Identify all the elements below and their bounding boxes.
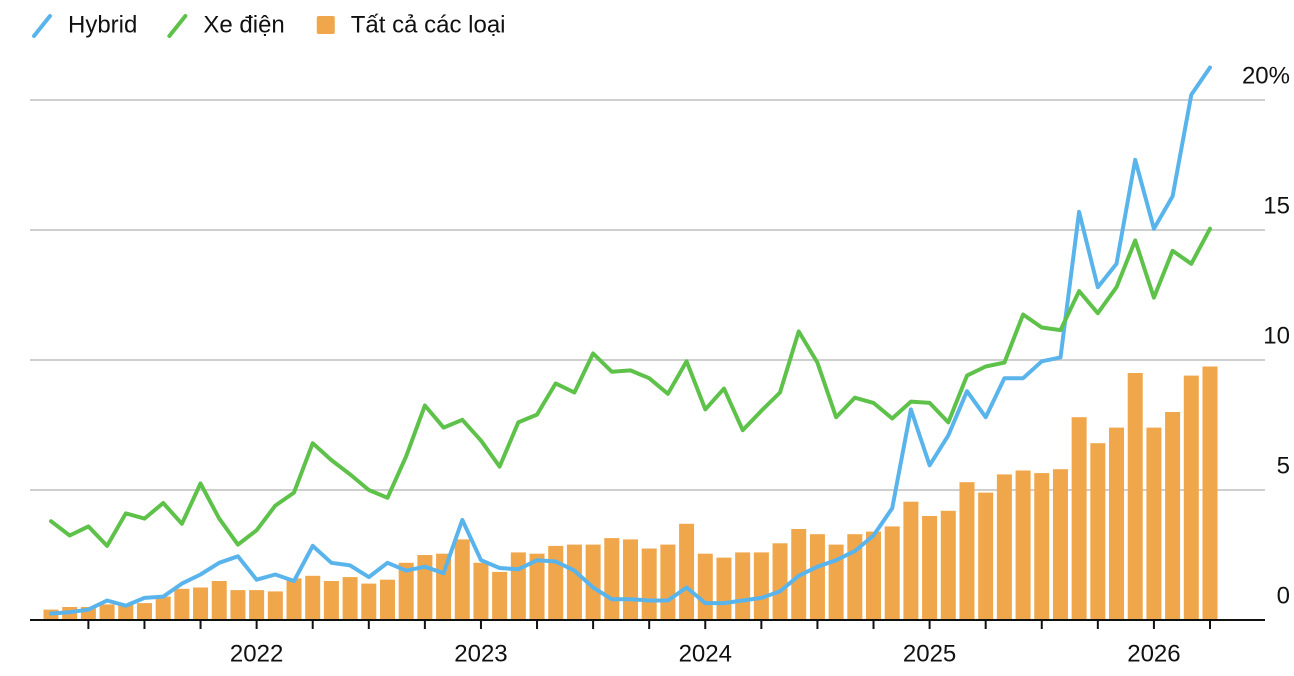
legend-label: Tất cả các loại [351, 11, 506, 38]
bar [267, 591, 283, 620]
bar [454, 539, 470, 620]
bar [286, 578, 302, 620]
bar [230, 590, 246, 620]
x-tick-label: 2022 [230, 640, 283, 667]
bar [473, 562, 489, 620]
bar [342, 577, 358, 620]
bar [753, 552, 769, 620]
bar [959, 482, 975, 620]
bar-series [43, 366, 1218, 620]
bar [922, 516, 938, 620]
legend-swatch [167, 14, 188, 38]
bar [604, 538, 620, 620]
legend-swatch [316, 16, 335, 34]
y-axis: 0 5 10 15 20% [30, 62, 1290, 609]
bar [118, 604, 134, 620]
y-tick-label: 5 [1277, 452, 1290, 479]
bar [510, 552, 526, 620]
x-tick-label: 2024 [679, 640, 732, 667]
bar [529, 553, 545, 620]
bar [772, 543, 788, 620]
bar [417, 555, 433, 620]
bar [1071, 417, 1087, 620]
bar [548, 545, 564, 620]
bar [884, 526, 900, 620]
bar [585, 544, 601, 620]
bar [1015, 470, 1031, 620]
bar [809, 534, 825, 620]
y-tick-label: 20% [1242, 62, 1290, 89]
bar [735, 552, 751, 620]
bar [1183, 375, 1199, 620]
bar [361, 583, 377, 620]
bar [940, 510, 956, 620]
bar [155, 596, 171, 620]
bar [193, 587, 209, 620]
bar [623, 539, 638, 620]
bar [1165, 412, 1181, 620]
bar [211, 581, 227, 620]
x-axis: 2022 2023 2024 2025 2026 [87, 620, 1211, 667]
bar [903, 501, 919, 620]
y-tick-label: 15 [1263, 192, 1290, 219]
x-tick-label: 2023 [454, 640, 507, 667]
bar [99, 604, 115, 620]
bar [1109, 427, 1125, 620]
bar [323, 581, 339, 620]
bar [697, 553, 713, 620]
bar [136, 603, 152, 620]
x-tick-label: 2026 [1127, 640, 1180, 667]
bar [379, 579, 395, 620]
legend-swatch [32, 14, 52, 38]
y-tick-label: 0 [1277, 582, 1290, 609]
legend-label: Xe điện [203, 11, 284, 38]
bar [1090, 443, 1106, 620]
bar [249, 590, 265, 620]
bar [1034, 473, 1050, 620]
bar [305, 575, 321, 620]
bar [1202, 366, 1218, 620]
bar [1146, 427, 1162, 620]
bar [978, 492, 994, 620]
bar [679, 523, 695, 620]
legend: Hybrid Xe điện Tất cả các loại [32, 11, 506, 38]
x-tick-label: 2025 [903, 640, 956, 667]
bar [398, 562, 414, 620]
bar [996, 474, 1012, 620]
y-tick-label: 10 [1263, 322, 1290, 349]
bar [660, 544, 676, 620]
bar [1052, 469, 1068, 620]
line-series [49, 226, 1212, 548]
line-series [49, 65, 1212, 616]
bar [174, 588, 190, 620]
bar [866, 531, 882, 620]
bar [566, 544, 582, 620]
legend-label: Hybrid [68, 11, 137, 38]
bar [847, 534, 863, 620]
bar [716, 557, 732, 620]
bar [641, 548, 657, 620]
bar [1127, 373, 1143, 620]
bar [492, 571, 508, 620]
